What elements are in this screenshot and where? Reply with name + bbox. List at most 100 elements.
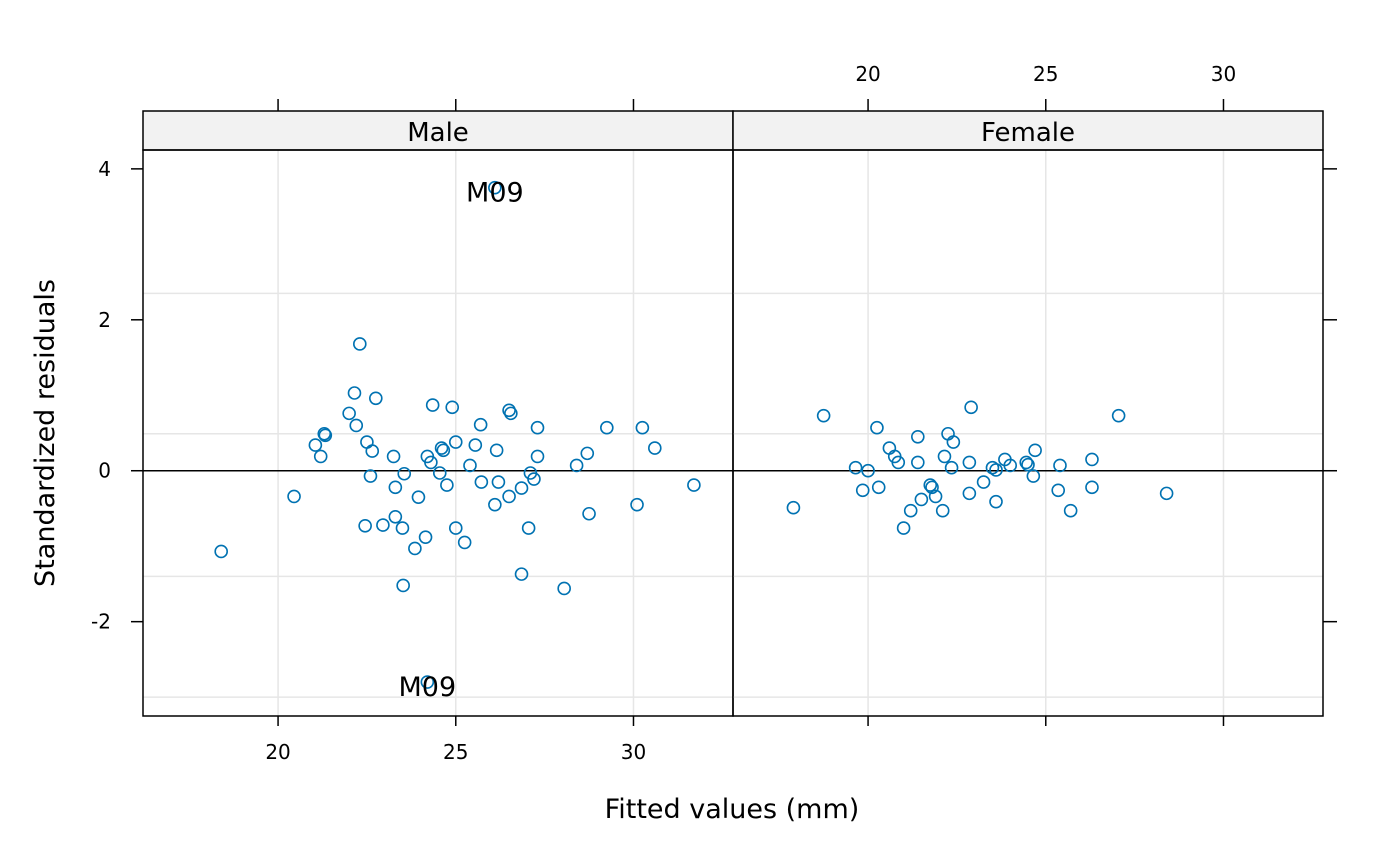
data-point bbox=[937, 449, 952, 464]
data-point bbox=[436, 443, 451, 458]
data-point bbox=[463, 458, 477, 473]
x-tick-label: 30 bbox=[621, 740, 646, 764]
strip-female bbox=[732, 110, 1324, 151]
data-point bbox=[376, 518, 390, 532]
data-point bbox=[1053, 458, 1067, 473]
data-point bbox=[440, 478, 454, 492]
data-point bbox=[816, 408, 831, 423]
data-point bbox=[985, 460, 1000, 475]
data-point bbox=[925, 480, 939, 495]
data-point bbox=[557, 581, 571, 596]
data-point bbox=[911, 455, 925, 470]
data-point bbox=[411, 490, 426, 504]
y-tick-label: 2 bbox=[98, 308, 111, 332]
data-point bbox=[1085, 452, 1099, 467]
data-point bbox=[365, 444, 380, 458]
axes-layer: -2 0 2 4 bbox=[91, 157, 1337, 634]
data-point bbox=[896, 521, 911, 535]
data-point bbox=[502, 489, 516, 504]
data-point bbox=[687, 478, 701, 492]
data-point bbox=[395, 521, 410, 535]
data-point bbox=[424, 455, 438, 470]
data-point bbox=[1111, 408, 1126, 423]
data-point bbox=[358, 519, 372, 533]
panel-male: M09 M09 Male 20 25 30 bbox=[142, 99, 734, 764]
data-point bbox=[491, 475, 506, 489]
data-point bbox=[488, 497, 502, 512]
data-point bbox=[903, 503, 918, 518]
y-tick-label: 4 bbox=[98, 157, 111, 181]
data-point bbox=[1003, 458, 1018, 473]
y-tick-label: 0 bbox=[98, 459, 111, 483]
data-point bbox=[1019, 455, 1034, 470]
data-point bbox=[396, 578, 410, 593]
data-point bbox=[580, 446, 595, 461]
data-point bbox=[448, 521, 463, 535]
data-point bbox=[786, 500, 801, 515]
x-tick-label: 20 bbox=[265, 740, 290, 764]
data-point bbox=[287, 489, 301, 504]
data-point bbox=[530, 449, 545, 464]
data-point bbox=[488, 180, 502, 195]
data-point bbox=[848, 460, 863, 475]
data-point bbox=[928, 489, 943, 504]
data-point bbox=[514, 481, 529, 495]
data-point bbox=[489, 443, 504, 458]
data-point bbox=[445, 400, 460, 415]
data-point bbox=[504, 406, 518, 421]
data-point bbox=[946, 435, 961, 449]
strip-label: Female bbox=[981, 118, 1075, 148]
data-point bbox=[308, 438, 323, 452]
data-point bbox=[630, 497, 644, 512]
data-point bbox=[420, 675, 435, 689]
y-axis-title: Standardized residuals bbox=[30, 279, 61, 587]
data-point bbox=[923, 478, 938, 492]
data-point bbox=[388, 509, 403, 524]
data-point bbox=[318, 428, 333, 443]
data-point bbox=[342, 406, 356, 421]
data-point bbox=[353, 337, 367, 351]
data-point bbox=[347, 386, 362, 400]
data-point bbox=[432, 466, 447, 480]
data-point bbox=[1026, 469, 1041, 483]
x-tick-label: 25 bbox=[443, 740, 468, 764]
data-point bbox=[962, 486, 977, 501]
panels-layer: M09 M09 Male 20 25 30 Female 20 25 30 bbox=[142, 62, 1324, 764]
data-point bbox=[514, 567, 529, 581]
data-point bbox=[349, 418, 364, 433]
data-point bbox=[397, 466, 412, 481]
strip-label: Male bbox=[407, 118, 469, 148]
data-point bbox=[448, 435, 463, 449]
data-point bbox=[582, 506, 596, 521]
data-point bbox=[1021, 457, 1035, 472]
point-annotation: M09 bbox=[399, 672, 457, 703]
data-point bbox=[527, 472, 541, 486]
data-point bbox=[989, 494, 1003, 509]
data-point bbox=[914, 492, 929, 507]
data-point bbox=[502, 403, 516, 418]
data-point bbox=[214, 544, 228, 559]
data-point bbox=[360, 435, 374, 449]
data-point bbox=[976, 475, 991, 489]
x-tick-label: 25 bbox=[1033, 62, 1058, 86]
data-point bbox=[386, 449, 401, 464]
data-point bbox=[871, 480, 886, 495]
data-point bbox=[369, 391, 383, 406]
data-point bbox=[418, 530, 433, 544]
y-tick-label: -2 bbox=[91, 610, 111, 634]
data-point bbox=[434, 441, 449, 455]
data-point bbox=[989, 463, 1003, 477]
data-point bbox=[861, 463, 875, 478]
data-point bbox=[457, 535, 472, 550]
data-point bbox=[648, 441, 662, 455]
data-point bbox=[530, 420, 545, 435]
data-point bbox=[600, 420, 614, 435]
x-tick-label: 30 bbox=[1211, 62, 1236, 86]
panel-border bbox=[732, 149, 1324, 717]
data-point bbox=[635, 420, 650, 435]
point-annotation: M09 bbox=[466, 178, 524, 209]
data-point bbox=[1051, 483, 1066, 498]
data-point bbox=[408, 541, 422, 556]
data-point bbox=[891, 455, 906, 470]
